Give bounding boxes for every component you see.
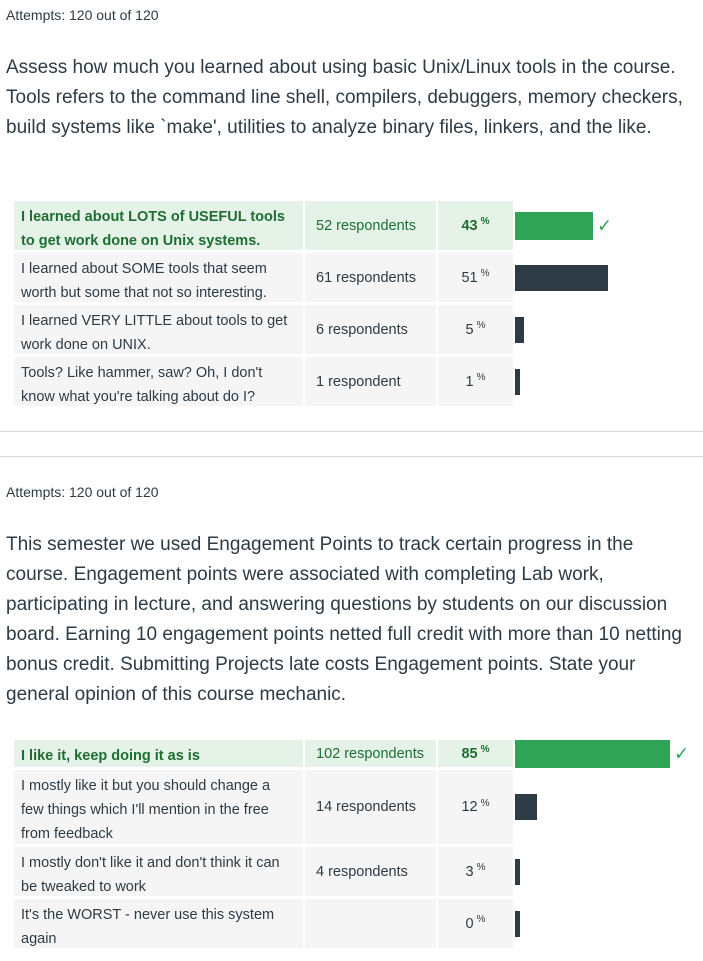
attempts-label: Attempts: 120 out of 120	[6, 7, 159, 23]
bar-area	[515, 899, 703, 948]
answer-bar	[515, 211, 593, 240]
answer-text: I mostly like it but you should change a…	[14, 770, 303, 844]
answer-percent: 43%	[438, 201, 513, 250]
answer-bar	[515, 858, 520, 885]
answer-percent: 12%	[438, 770, 513, 844]
question-text: Assess how much you learned about using …	[6, 57, 683, 138]
answer-text: I learned VERY LITTLE about tools to get…	[14, 305, 303, 354]
answer-row: It's the WORST - never use this system a…	[14, 899, 703, 948]
bar-area: ✓	[515, 739, 703, 768]
answer-bar	[515, 910, 520, 937]
bar-area	[515, 305, 703, 354]
check-icon: ✓	[674, 743, 690, 763]
respondent-count: 4 respondents	[305, 847, 436, 896]
answer-percent: 5%	[438, 305, 513, 354]
bar-area	[515, 253, 703, 302]
answer-percent: 51%	[438, 253, 513, 302]
answer-text: I like it, keep doing it as is	[14, 740, 303, 767]
answer-row: I learned about LOTS of USEFUL tools to …	[14, 201, 703, 250]
respondent-count	[305, 899, 436, 948]
answer-row: I mostly don't like it and don't think i…	[14, 847, 703, 896]
answer-text: It's the WORST - never use this system a…	[14, 899, 303, 948]
answer-bar	[515, 739, 670, 768]
respondent-count: 1 respondent	[305, 357, 436, 406]
divider	[0, 431, 703, 432]
answer-row: I learned about SOME tools that seem wor…	[14, 253, 703, 302]
divider	[0, 456, 703, 457]
answer-list: I like it, keep doing it as is 102 respo…	[14, 739, 703, 951]
check-icon: ✓	[597, 215, 613, 235]
bar-area	[515, 357, 703, 406]
bar-area	[515, 770, 703, 844]
answer-text: I learned about SOME tools that seem wor…	[14, 253, 303, 302]
respondent-count: 6 respondents	[305, 305, 436, 354]
attempts-label: Attempts: 120 out of 120	[6, 484, 159, 500]
bar-area	[515, 847, 703, 896]
respondent-count: 52 respondents	[305, 201, 436, 250]
answer-bar	[515, 264, 608, 291]
respondent-count: 102 respondents	[305, 740, 436, 767]
answer-percent: 3%	[438, 847, 513, 896]
bar-area: ✓	[515, 201, 703, 250]
question-text: This semester we used Engagement Points …	[6, 534, 682, 705]
answer-row: I like it, keep doing it as is 102 respo…	[14, 739, 703, 768]
answer-row: Tools? Like hammer, saw? Oh, I don't kno…	[14, 357, 703, 406]
answer-row: I mostly like it but you should change a…	[14, 770, 703, 844]
respondent-count: 14 respondents	[305, 770, 436, 844]
answer-text: I learned about LOTS of USEFUL tools to …	[14, 201, 303, 250]
respondent-count: 61 respondents	[305, 253, 436, 302]
answer-percent: 1%	[438, 357, 513, 406]
answer-text: I mostly don't like it and don't think i…	[14, 847, 303, 896]
answer-percent: 0%	[438, 899, 513, 948]
answer-row: I learned VERY LITTLE about tools to get…	[14, 305, 703, 354]
answer-bar	[515, 794, 537, 820]
answer-text: Tools? Like hammer, saw? Oh, I don't kno…	[14, 357, 303, 406]
answer-list: I learned about LOTS of USEFUL tools to …	[14, 201, 703, 409]
answer-bar	[515, 316, 524, 343]
answer-bar	[515, 368, 520, 395]
answer-percent: 85%	[438, 740, 513, 767]
